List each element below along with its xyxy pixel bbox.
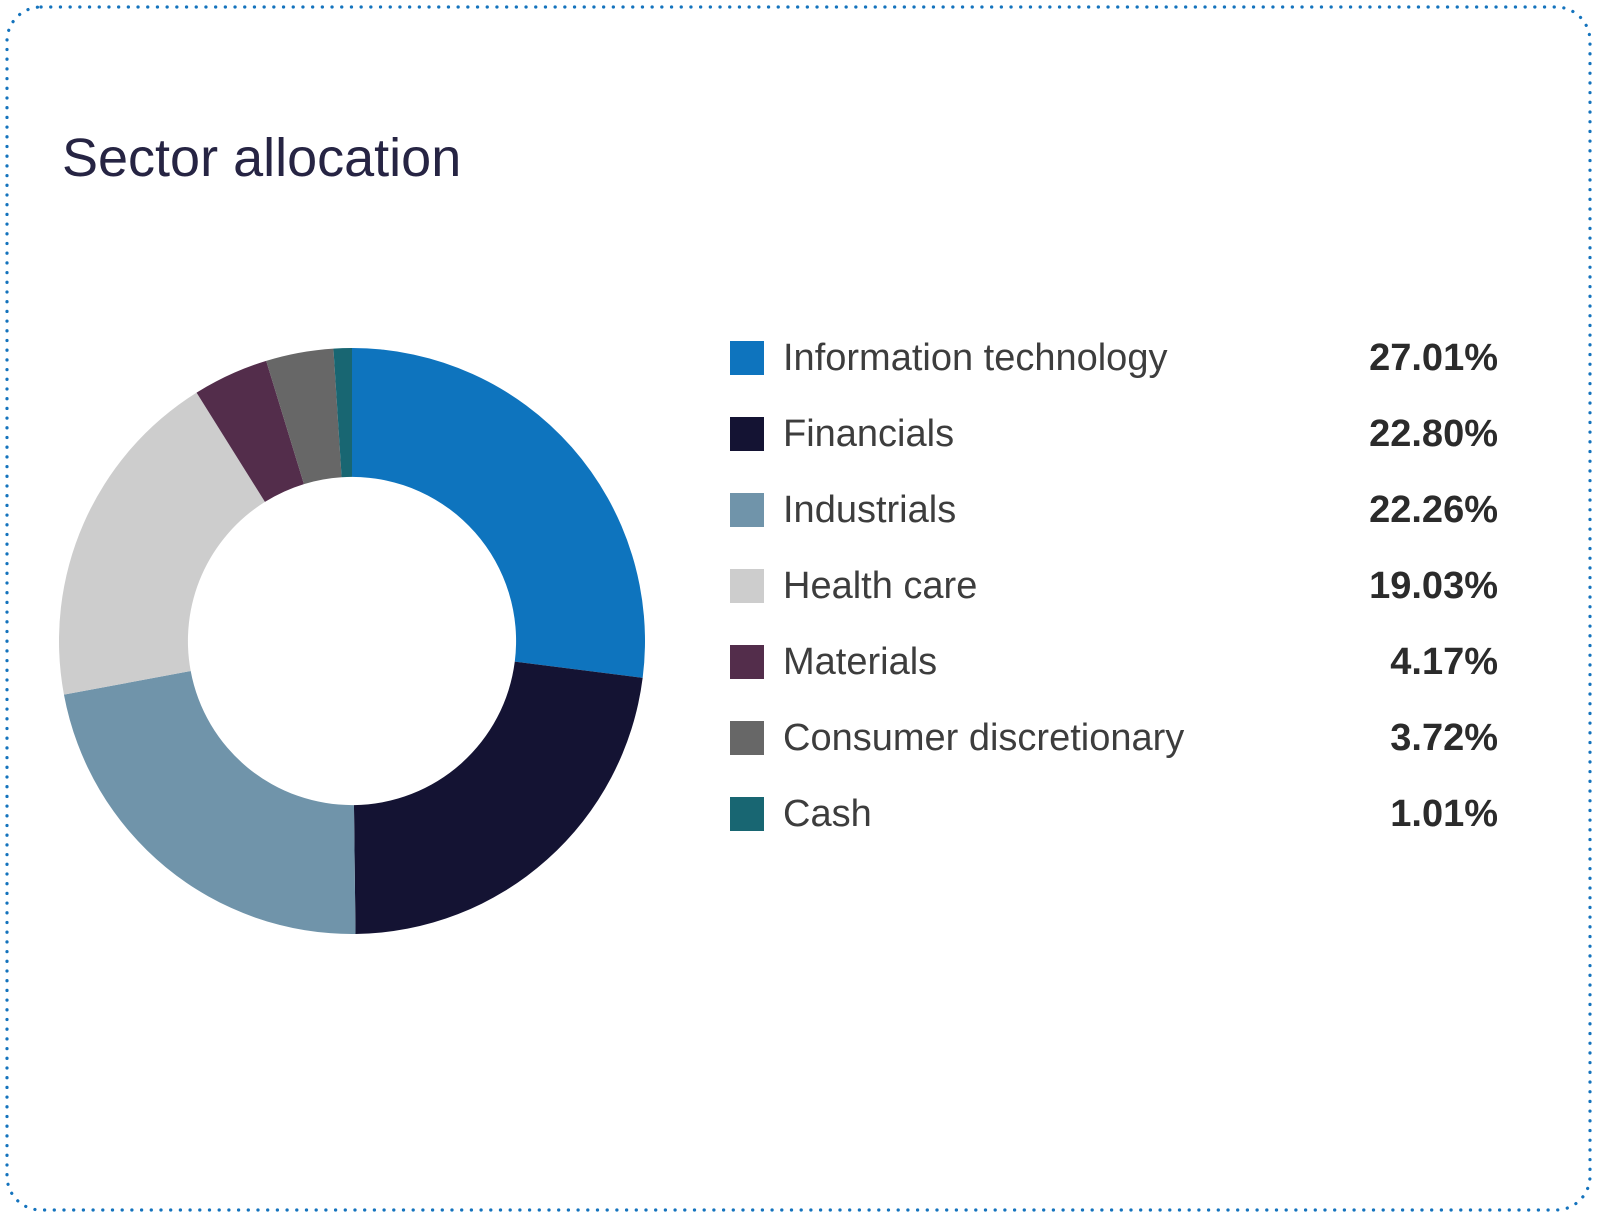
legend-label: Information technology: [783, 336, 1168, 379]
donut-slice-industrials: [63, 671, 356, 934]
legend-value: 4.17%: [1390, 640, 1498, 683]
legend-swatch-industrials: [730, 493, 764, 527]
legend-item-materials: Materials 4.17%: [730, 624, 1498, 700]
legend-value: 22.80%: [1369, 412, 1498, 455]
legend-label: Consumer discretionary: [783, 716, 1185, 759]
page-title: Sector allocation: [62, 128, 462, 188]
legend-value: 22.26%: [1369, 488, 1498, 531]
donut-slice-information-technology: [352, 348, 645, 678]
legend-swatch-consumer-discretionary: [730, 721, 764, 755]
legend-value: 1.01%: [1390, 792, 1498, 835]
legend-item-information-technology: Information technology 27.01%: [730, 320, 1498, 396]
legend-label: Financials: [783, 412, 955, 455]
legend-swatch-materials: [730, 645, 764, 679]
donut-slice-health-care: [58, 392, 265, 695]
legend: Information technology 27.01% Financials…: [730, 320, 1498, 852]
legend-swatch-health-care: [730, 569, 764, 603]
legend-item-financials: Financials 22.80%: [730, 396, 1498, 472]
legend-swatch-information-technology: [730, 341, 764, 375]
legend-item-industrials: Industrials 22.26%: [730, 472, 1498, 548]
legend-label: Health care: [783, 564, 978, 607]
legend-item-consumer-discretionary: Consumer discretionary 3.72%: [730, 700, 1498, 776]
legend-value: 3.72%: [1390, 716, 1498, 759]
legend-label: Materials: [783, 640, 938, 683]
legend-label: Industrials: [783, 488, 957, 531]
legend-value: 27.01%: [1369, 336, 1498, 379]
legend-swatch-financials: [730, 417, 764, 451]
legend-item-health-care: Health care 19.03%: [730, 548, 1498, 624]
sector-allocation-donut-chart: [58, 348, 645, 934]
donut-slice-financials: [353, 661, 643, 934]
donut-slice-materials: [196, 360, 304, 502]
legend-label: Cash: [783, 792, 872, 835]
legend-item-cash: Cash 1.01%: [730, 776, 1498, 852]
donut-chart-container: [58, 348, 645, 934]
donut-slice-consumer-discretionary: [266, 348, 342, 485]
donut-slice-cash: [333, 348, 352, 478]
legend-swatch-cash: [730, 797, 764, 831]
legend-value: 19.03%: [1369, 564, 1498, 607]
